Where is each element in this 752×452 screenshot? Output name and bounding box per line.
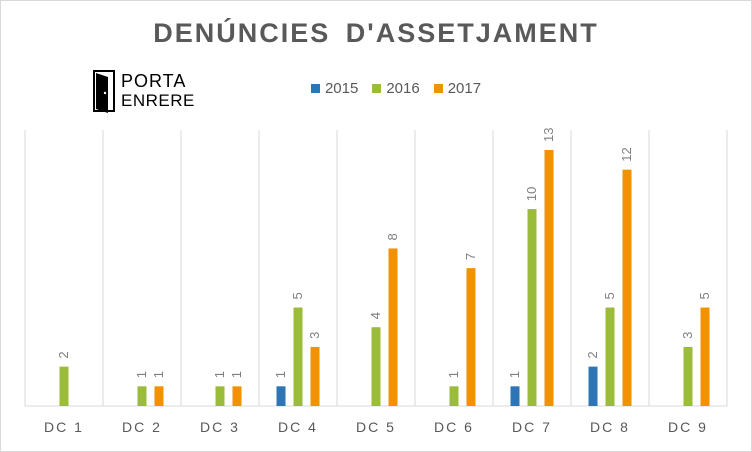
- x-tick-label: DC 7: [512, 419, 552, 435]
- bar-2017-dc4: [310, 346, 320, 406]
- x-tick-label: DC 1: [44, 419, 84, 435]
- legend-swatch-2016: [372, 84, 382, 93]
- legend-label-2016: 2016: [386, 80, 420, 97]
- data-label: 1: [446, 371, 461, 378]
- data-label: 1: [273, 371, 288, 378]
- x-tick-label: DC 2: [122, 419, 162, 435]
- bar-2017-dc8: [622, 169, 632, 406]
- chart-title: DENÚNCIES D'ASSETJAMENT: [153, 18, 599, 48]
- data-label: 3: [680, 332, 695, 339]
- bar-2016-dc5: [371, 327, 381, 406]
- logo-line-2: ENRERE: [121, 91, 195, 110]
- data-label: 1: [507, 371, 522, 378]
- data-label: 1: [229, 371, 244, 378]
- bar-2016-dc9: [683, 346, 693, 406]
- legend-label-2015: 2015: [324, 80, 359, 97]
- legend-item-2017: 2017: [433, 80, 482, 97]
- bar-2016-dc8: [605, 307, 615, 406]
- bar-2017-dc5: [388, 248, 398, 406]
- bar-2015-dc4: [276, 386, 286, 406]
- data-label: 3: [307, 332, 322, 339]
- data-label: 10: [524, 187, 539, 201]
- x-tick-label: DC 4: [278, 419, 318, 435]
- bar-2017-dc3: [232, 386, 242, 406]
- bar-2016-dc4: [293, 307, 303, 406]
- data-label: 5: [602, 292, 617, 299]
- data-label: 2: [585, 351, 600, 358]
- legend-label-2017: 2017: [447, 80, 482, 97]
- bar-2016-dc2: [137, 386, 147, 406]
- bar-2017-dc9: [700, 307, 710, 406]
- logo-line-1: PORTA: [121, 71, 187, 91]
- bar-2016-dc3: [215, 386, 225, 406]
- data-label: 4: [368, 312, 383, 319]
- porta-enrere-logo: PORTA ENRERE: [93, 70, 195, 114]
- data-label: 2: [56, 351, 71, 358]
- data-label: 1: [212, 371, 227, 378]
- bar-2017-dc7: [544, 150, 554, 406]
- legend-item-2015: 2015: [310, 80, 359, 97]
- x-tick-label: DC 8: [590, 419, 630, 435]
- bar-2017-dc6: [466, 268, 476, 406]
- bar-2016-dc7: [527, 209, 537, 406]
- data-label: 7: [463, 253, 478, 260]
- x-tick-label: DC 5: [356, 419, 396, 435]
- legend-swatch-2015: [310, 84, 320, 93]
- bar-2017-dc2: [154, 386, 164, 406]
- data-label: 1: [134, 371, 149, 378]
- legend: 2015 2016 2017: [0, 80, 752, 97]
- bar-2016-dc6: [449, 386, 459, 406]
- bar-2015-dc8: [588, 366, 598, 406]
- legend-item-2016: 2016: [372, 80, 420, 97]
- x-tick-label: DC 9: [668, 419, 708, 435]
- door-icon: [93, 70, 115, 113]
- data-label: 5: [697, 292, 712, 299]
- bar-2015-dc7: [510, 386, 520, 406]
- data-label: 13: [541, 128, 556, 142]
- bar-2016-dc1: [59, 366, 69, 406]
- legend-swatch-2017: [433, 84, 443, 93]
- x-tick-label: DC 3: [200, 419, 240, 435]
- data-label: 1: [151, 371, 166, 378]
- x-tick-label: DC 6: [434, 419, 474, 435]
- data-label: 5: [290, 292, 305, 299]
- data-label: 8: [385, 233, 400, 240]
- data-label: 12: [619, 147, 634, 161]
